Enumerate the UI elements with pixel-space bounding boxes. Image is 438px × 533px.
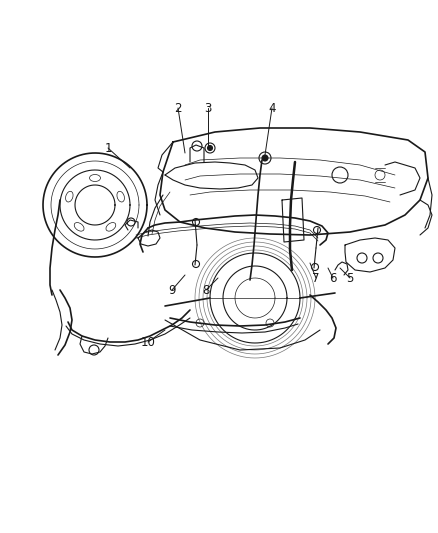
Circle shape (262, 155, 268, 161)
Ellipse shape (74, 223, 84, 231)
Text: 7: 7 (312, 271, 320, 285)
Text: 3: 3 (204, 101, 212, 115)
Text: 4: 4 (268, 101, 276, 115)
Circle shape (208, 146, 212, 150)
Ellipse shape (89, 174, 100, 182)
Text: 2: 2 (174, 101, 182, 115)
Ellipse shape (117, 191, 124, 202)
Text: 6: 6 (329, 271, 337, 285)
Text: 1: 1 (104, 141, 112, 155)
Ellipse shape (106, 223, 116, 231)
Text: 10: 10 (141, 335, 155, 349)
Text: 5: 5 (346, 271, 354, 285)
Ellipse shape (66, 191, 73, 202)
Text: 8: 8 (202, 284, 210, 296)
Text: 9: 9 (168, 284, 176, 296)
